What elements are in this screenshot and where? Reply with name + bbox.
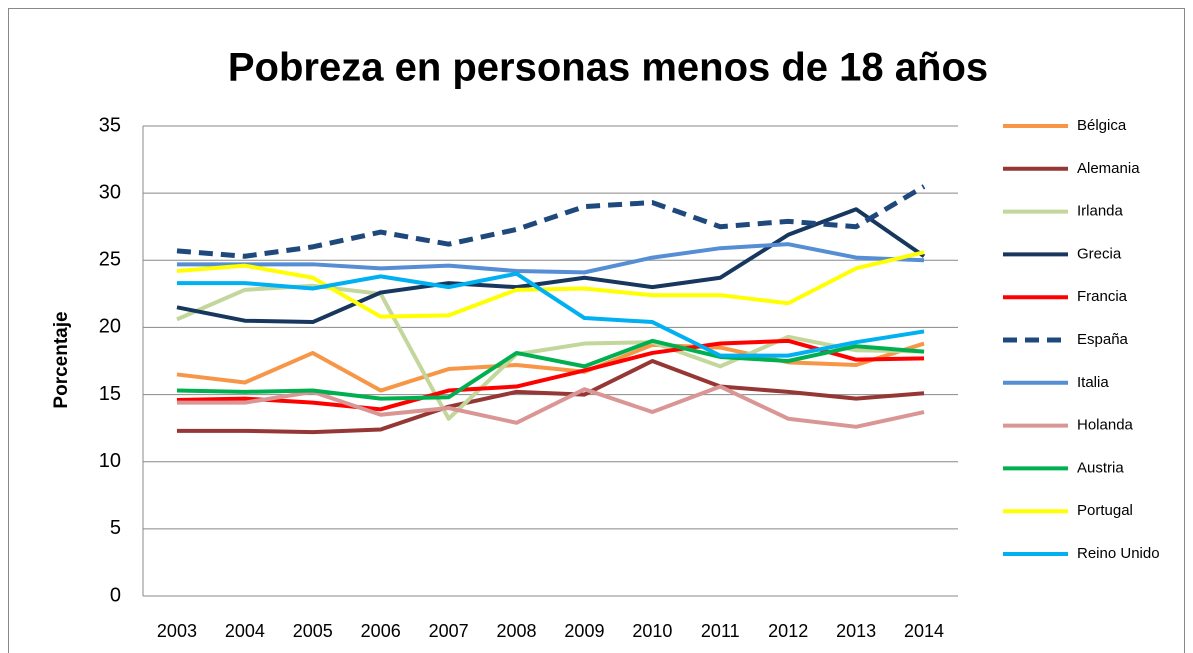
- y-tick-label: 25: [99, 249, 121, 271]
- x-tick-label: 2007: [429, 621, 469, 641]
- legend-label: Irlanda: [1077, 203, 1124, 220]
- y-tick-label: 35: [99, 114, 121, 136]
- x-tick-label: 2006: [361, 621, 401, 641]
- series-line: [176, 184, 926, 259]
- x-tick-label: 2009: [564, 621, 604, 641]
- y-tick-label: 0: [110, 584, 121, 606]
- x-tick-label: 2012: [768, 621, 808, 641]
- x-tick-label: 2008: [497, 621, 537, 641]
- legend-label: Alemania: [1077, 160, 1140, 177]
- series-line: [176, 338, 925, 401]
- legend-label: Portugal: [1077, 502, 1133, 519]
- y-tick-label: 5: [110, 517, 121, 539]
- y-axis-label: Porcentaje: [51, 311, 72, 408]
- legend-label: Holanda: [1077, 417, 1134, 434]
- x-tick-label: 2014: [904, 621, 944, 641]
- legend-label: Reino Unido: [1077, 545, 1160, 562]
- chart-title: Pobreza en personas menos de 18 años: [228, 46, 988, 90]
- series-line: [176, 207, 926, 325]
- legend-label: Grecia: [1077, 245, 1122, 262]
- chart-frame: [8, 8, 1185, 653]
- x-tick-label: 2013: [836, 621, 876, 641]
- series-line: [176, 359, 925, 435]
- legend-label: Bélgica: [1077, 117, 1127, 134]
- y-tick-label: 30: [99, 181, 121, 203]
- series-line: [176, 341, 925, 393]
- series-line: [176, 384, 925, 429]
- x-tick-label: 2010: [632, 621, 672, 641]
- series-line: [176, 271, 925, 358]
- legend-label: Francia: [1077, 288, 1128, 305]
- x-tick-label: 2003: [157, 621, 197, 641]
- series-line: [176, 338, 925, 412]
- x-tick-label: 2005: [293, 621, 333, 641]
- y-tick-label: 20: [99, 316, 121, 338]
- x-tick-label: 2004: [225, 621, 265, 641]
- x-tick-label: 2011: [701, 621, 740, 641]
- legend-label: España: [1077, 331, 1129, 348]
- legend-label: Italia: [1077, 374, 1109, 391]
- y-tick-label: 10: [99, 450, 121, 472]
- y-tick-label: 15: [99, 383, 121, 405]
- series-line: [176, 250, 925, 319]
- legend-label: Austria: [1077, 459, 1124, 476]
- series-line: [176, 242, 925, 275]
